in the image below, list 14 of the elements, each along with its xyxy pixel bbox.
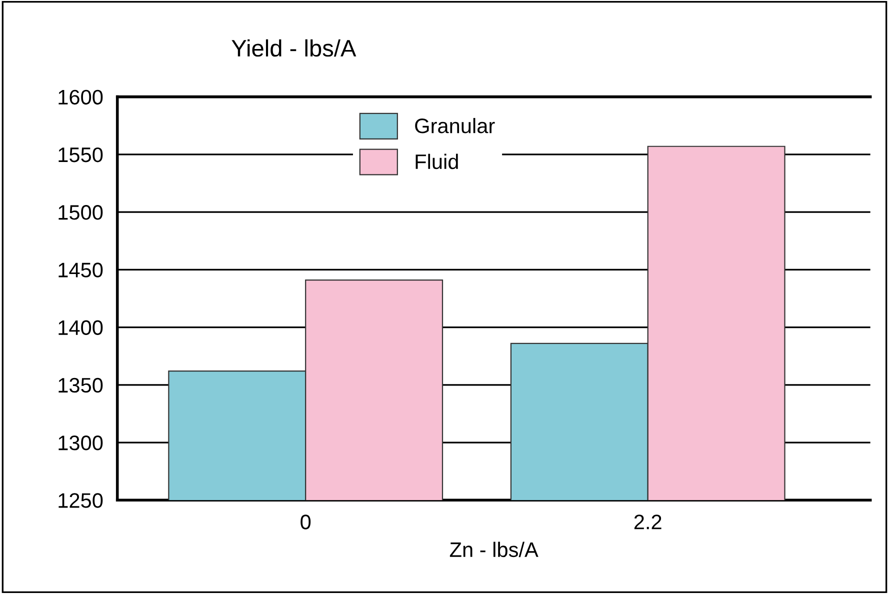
y-tick-label: 1500 [58, 205, 103, 220]
x-tick-label: 0 [300, 514, 311, 530]
chart-title: Yield - lbs/A [232, 39, 356, 57]
x-tick-label: 2.2 [634, 514, 662, 530]
y-tick-label: 1550 [58, 147, 103, 162]
legend-label: Fluid [416, 154, 458, 170]
y-tick-label: 1600 [58, 90, 103, 105]
x-axis-title: Zn - lbs/A [450, 542, 538, 558]
legend-label: Granular [415, 118, 495, 134]
y-tick-label: 1450 [58, 262, 103, 278]
y-tick-label: 1400 [58, 320, 103, 336]
y-tick-label: 1300 [58, 436, 103, 450]
y-tick-label: 1250 [58, 493, 103, 508]
y-tick-label: 1350 [58, 378, 103, 393]
